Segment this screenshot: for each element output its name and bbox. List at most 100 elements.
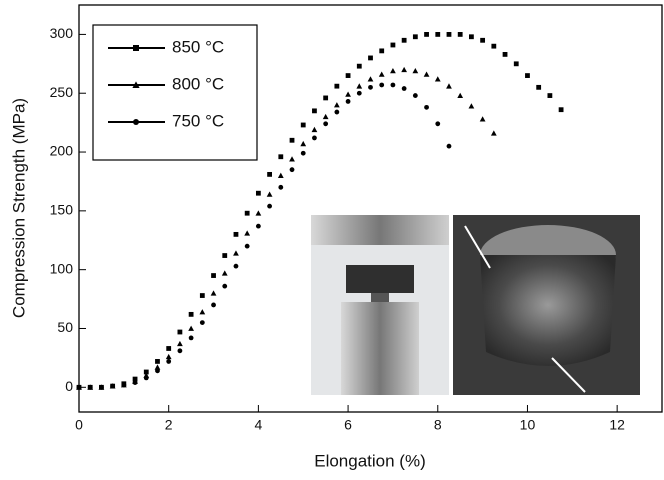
marker-square — [424, 32, 429, 37]
marker-circle — [222, 283, 228, 289]
marker-circle — [132, 380, 138, 385]
marker-triangle — [390, 67, 396, 74]
marker-circle — [76, 384, 82, 390]
marker-triangle — [154, 364, 161, 370]
y-tick-label: 0 — [65, 378, 73, 394]
marker-circle — [278, 184, 284, 190]
marker-square — [356, 63, 362, 69]
marker-square — [312, 108, 317, 114]
inset-photo-sample — [453, 215, 640, 395]
marker-square — [289, 137, 295, 143]
marker-triangle — [266, 191, 273, 197]
marker-square — [177, 329, 183, 335]
y-tick-label: 200 — [50, 143, 74, 159]
marker-square — [188, 311, 194, 317]
y-tick-label: 250 — [50, 84, 74, 100]
marker-triangle — [199, 309, 206, 315]
marker-circle — [211, 302, 216, 308]
marker-square — [300, 122, 306, 128]
x-tick-label: 6 — [344, 417, 352, 433]
marker-triangle — [479, 116, 486, 122]
marker-triangle — [333, 102, 340, 108]
legend-marker — [132, 81, 140, 88]
x-tick-label: 2 — [165, 417, 173, 433]
marker-square — [513, 61, 519, 67]
legend-label: 750 °C — [172, 111, 224, 130]
marker-circle — [110, 383, 116, 389]
plot-frame — [78, 4, 663, 413]
marker-square — [323, 95, 329, 101]
marker-circle — [312, 135, 317, 141]
y-axis-label: Compression Strength (MPa) — [9, 98, 28, 318]
marker-triangle — [412, 67, 419, 74]
marker-circle — [87, 384, 93, 390]
marker-square — [469, 34, 474, 40]
marker-square — [143, 369, 149, 375]
marker-triangle — [289, 156, 295, 162]
marker-square — [480, 37, 486, 43]
marker-triangle — [446, 83, 452, 89]
marker-circle — [177, 348, 183, 354]
marker-square — [345, 73, 351, 78]
marker-square — [435, 32, 441, 37]
marker-triangle — [367, 76, 374, 82]
marker-circle — [289, 167, 295, 173]
marker-square — [547, 93, 553, 98]
marker-square — [334, 83, 340, 89]
marker-square — [267, 171, 272, 177]
marker-triangle — [300, 140, 307, 147]
marker-square — [211, 273, 216, 278]
marker-circle — [323, 121, 329, 127]
y-tick-label: 50 — [57, 319, 73, 335]
marker-circle — [401, 86, 407, 91]
marker-square — [536, 84, 542, 90]
x-tick-label: 10 — [520, 417, 536, 433]
marker-triangle — [233, 250, 239, 256]
marker-circle — [143, 375, 149, 381]
marker-circle — [356, 90, 362, 96]
marker-circle — [155, 368, 160, 374]
marker-triangle — [434, 76, 441, 82]
marker-triangle — [177, 340, 183, 347]
marker-square — [558, 107, 564, 113]
legend-marker — [133, 119, 139, 125]
marker-square — [502, 52, 508, 57]
marker-circle — [199, 320, 205, 326]
x-tick-label: 4 — [254, 417, 262, 433]
marker-square — [244, 210, 250, 216]
marker-triangle — [401, 66, 408, 73]
y-tick-label: 100 — [50, 260, 74, 276]
marker-square — [401, 37, 407, 43]
marker-circle — [368, 84, 373, 90]
marker-square — [412, 34, 418, 40]
legend-marker — [133, 45, 139, 51]
marker-triangle — [165, 353, 172, 360]
marker-circle — [334, 109, 340, 115]
marker-circle — [267, 203, 272, 209]
inset-photo-press — [311, 215, 449, 395]
marker-circle — [255, 223, 261, 229]
marker-square — [199, 293, 205, 298]
x-tick-label: 0 — [75, 417, 83, 433]
y-tick-label: 150 — [50, 202, 74, 218]
marker-triangle — [490, 130, 497, 136]
marker-triangle — [210, 290, 217, 296]
marker-circle — [244, 243, 250, 249]
marker-square — [222, 253, 228, 258]
marker-triangle — [244, 230, 251, 236]
marker-square — [255, 190, 261, 196]
marker-circle — [424, 104, 429, 110]
marker-triangle — [277, 172, 284, 178]
marker-square — [368, 55, 373, 61]
marker-triangle — [221, 270, 228, 276]
marker-triangle — [356, 83, 363, 89]
marker-circle — [300, 150, 306, 156]
marker-square — [278, 154, 284, 160]
marker-triangle — [255, 210, 262, 216]
marker-square — [155, 359, 160, 364]
marker-circle — [188, 335, 194, 341]
marker-triangle — [457, 92, 464, 98]
marker-triangle — [311, 126, 318, 133]
marker-triangle — [322, 113, 329, 120]
